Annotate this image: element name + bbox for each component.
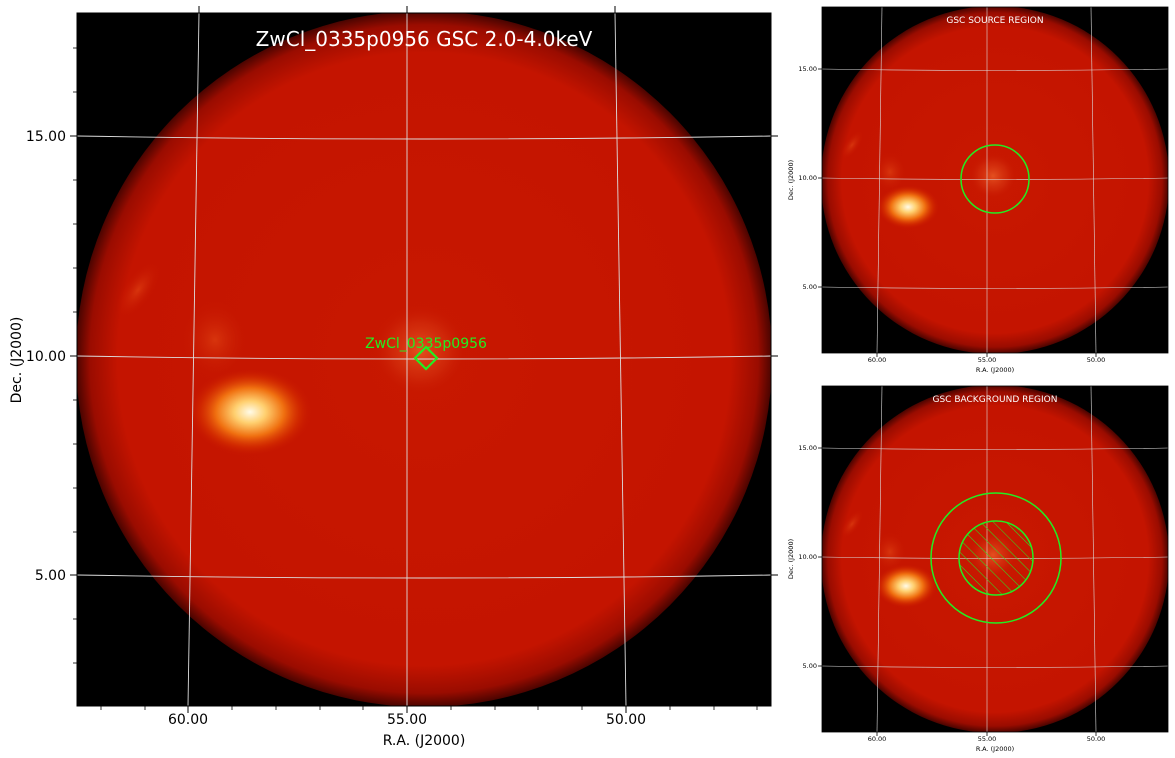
main-grid-dec-10 [77,355,771,360]
main-faint-emission [181,300,249,380]
main-y-axis-label: Dec. (J2000) [9,317,25,404]
main-title: ZwCl_0335p0956 GSC 2.0-4.0keV [256,27,593,51]
source-y-tick-5: 5.00 [803,283,817,291]
main-cluster-emission [372,304,468,396]
main-grid-dec-15 [77,135,771,140]
main-y-tick-15: 15.00 [26,129,66,145]
background-faint-streak [841,510,863,538]
source-image: GSC SOURCE REGION [822,7,1168,353]
main-panel: ZwCl_0335p0956 ZwCl_0335p0956 GSC 2.0-4.… [9,6,778,749]
background-x-tick-60: 60.00 [868,735,887,743]
source-cluster-emission [969,153,1017,199]
source-region-panel: GSC SOURCE REGION 15.00 10.00 5.00 60.00… [787,6,1169,374]
main-x-tick-50: 50.00 [606,712,646,728]
background-bright-source [875,564,937,608]
background-ticks [818,447,1097,736]
source-x-tick-60: 60.00 [868,356,887,364]
background-y-axis-label: Dec. (J2000) [787,539,795,579]
source-region-circle [960,144,1030,214]
source-y-tick-10: 10.00 [798,174,817,182]
background-y-tick-10: 10.00 [798,553,817,561]
main-y-tick-5: 5.00 [35,568,66,584]
main-minor-ticks [73,47,758,710]
main-image: ZwCl_0335p0956 ZwCl_0335p0956 GSC 2.0-4.… [77,13,771,706]
background-excluded-source-circle [958,520,1034,596]
main-x-axis-label: R.A. (J2000) [383,733,466,749]
main-x-tick-60: 60.00 [168,712,208,728]
background-image: GSC BACKGROUND REGION [822,386,1168,732]
source-y-axis-label: Dec. (J2000) [787,160,795,200]
main-plot-frame [76,12,772,707]
main-grid-ra-60 [187,13,200,706]
source-plot-frame [821,6,1169,354]
background-plot-frame [821,385,1169,733]
main-bright-source [188,368,312,456]
main-coordinate-grid [77,13,771,706]
background-y-tick-5: 5.00 [803,662,817,670]
source-faint-streak [841,131,863,159]
main-grid-ra-50 [614,13,627,706]
main-grid-dec-5 [77,574,771,579]
background-region-panel: GSC BACKGROUND REGION 15.00 10.00 5.00 6… [787,385,1169,753]
source-y-tick-15: 15.00 [798,65,817,73]
source-diamond-marker [413,345,439,371]
source-x-axis-label: R.A. (J2000) [976,366,1014,374]
background-x-axis-label: R.A. (J2000) [976,745,1014,753]
main-major-ticks [70,6,778,713]
main-faint-streak [116,262,160,318]
source-bright-source [877,185,939,229]
source-panel-title: GSC SOURCE REGION [946,16,1043,26]
background-annulus-outer-circle [930,492,1062,624]
main-y-tick-10: 10.00 [26,349,66,365]
source-ticks [818,68,1097,357]
source-coordinate-grid [822,7,1168,353]
background-x-tick-55: 55.00 [978,735,997,743]
source-x-tick-55: 55.00 [978,356,997,364]
source-faint-emission [873,152,907,192]
source-marker-label: ZwCl_0335p0956 [365,336,487,352]
background-x-tick-50: 50.00 [1087,735,1106,743]
background-y-tick-15: 15.00 [798,444,817,452]
background-faint-emission [873,532,907,572]
source-x-tick-50: 50.00 [1087,356,1106,364]
background-panel-title: GSC BACKGROUND REGION [933,395,1058,405]
main-x-tick-55: 55.00 [387,712,427,728]
